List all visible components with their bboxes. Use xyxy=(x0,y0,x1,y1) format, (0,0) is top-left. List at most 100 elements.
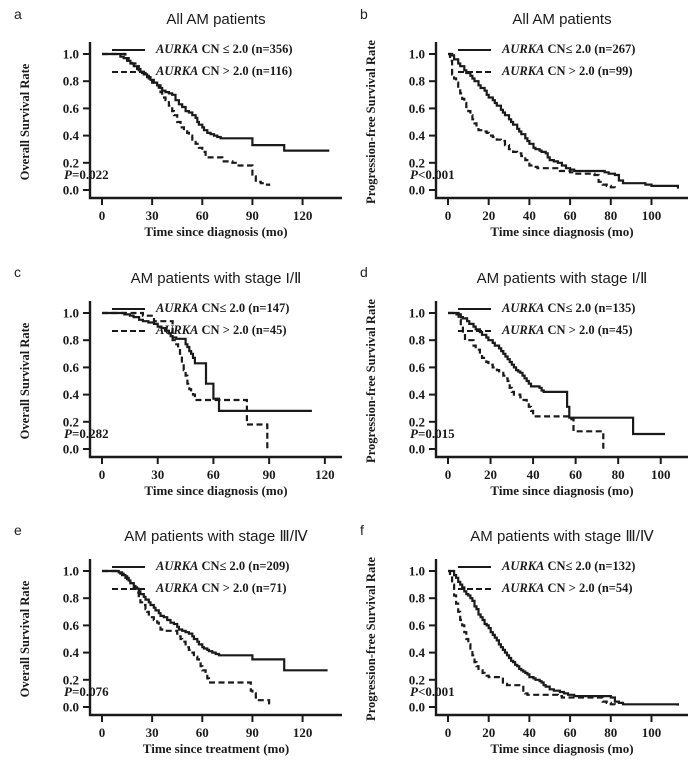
y-tick-label: 0.4 xyxy=(409,387,426,402)
panel-title: All AM patients xyxy=(166,11,266,28)
km-curve-solid xyxy=(102,569,328,672)
panel-letter: d xyxy=(360,264,368,280)
plot-area: 0.0 0.2 0.4 0.6 0.8 1.0 0 30 60 90 120 Overall Sur… xyxy=(10,32,346,246)
x-tick-label: 60 xyxy=(196,725,209,740)
plot-area: 0.0 0.2 0.4 0.6 0.8 1.0 0 20 40 60 80 100 Progressi… xyxy=(356,291,692,505)
plot-area: 0.0 0.2 0.4 0.6 0.8 1.0 0 20 40 60 80 100 Progressi… xyxy=(356,549,692,763)
y-axis-label: Progression-free Survival Rate xyxy=(364,40,378,204)
x-tick-label: 0 xyxy=(99,208,106,223)
y-axis-label: Progression-free Survival Rate xyxy=(364,299,378,463)
axis-spines xyxy=(88,301,342,459)
y-tick-label: 0.4 xyxy=(63,387,80,402)
km-curve-solid xyxy=(448,569,679,706)
legend-label: AURKA CN > 2.0 (n=116) xyxy=(156,64,293,78)
y-axis-label: Overall Survival Rate xyxy=(18,580,32,698)
p-value: P=0.076 xyxy=(64,684,109,699)
solid-line-sample xyxy=(112,565,145,568)
legend-row: AURKA CN≤ 2.0 (n=209) xyxy=(112,559,289,574)
x-tick-label: 0 xyxy=(445,725,452,740)
dashed-line-sample xyxy=(112,587,145,590)
legend-label: AURKA CN≤ 2.0 (n=267) xyxy=(502,42,636,56)
x-tick-label: 80 xyxy=(604,208,617,223)
x-tick-label: 0 xyxy=(445,208,452,223)
solid-line-sample xyxy=(458,565,491,568)
x-tick-label: 0 xyxy=(99,467,106,482)
x-tick-label: 40 xyxy=(527,467,540,482)
panel-letter: f xyxy=(360,522,364,538)
y-tick-label: 1.0 xyxy=(63,47,79,62)
x-tick-label: 100 xyxy=(651,467,671,482)
km-plot: 0.0 0.2 0.4 0.6 0.8 1.0 0 20 40 60 80 100 xyxy=(409,559,688,740)
axis-spines xyxy=(88,559,342,717)
km-curve-dashed xyxy=(448,311,605,449)
km-panel-e: e AM patients with stage Ⅲ/Ⅳ 0.0 0.2 0.4 0.… xyxy=(10,522,346,780)
y-tick-label: 0.2 xyxy=(63,414,79,429)
x-tick-label: 100 xyxy=(642,208,662,223)
legend-label: AURKA CN ≤ 2.0 (n=356) xyxy=(156,42,293,56)
legend-label: AURKA CN > 2.0 (n=45) xyxy=(502,323,633,337)
legend-row: AURKA CN > 2.0 (n=45) xyxy=(458,323,635,338)
y-tick-label: 0.2 xyxy=(63,672,79,687)
x-tick-label: 90 xyxy=(263,467,276,482)
y-tick-label: 0.2 xyxy=(409,155,425,170)
y-tick-label: 1.0 xyxy=(63,306,79,321)
dashed-line-sample xyxy=(112,329,145,332)
panel-letter: a xyxy=(14,6,22,22)
y-tick-label: 0.0 xyxy=(63,183,79,198)
plot-area: 0.0 0.2 0.4 0.6 0.8 1.0 0 20 40 60 80 100 Progressi… xyxy=(356,32,692,246)
axis-spines xyxy=(434,559,688,717)
axis-spines xyxy=(88,42,342,200)
x-axis-label: Time since treatment (mo) xyxy=(142,741,290,756)
legend-row: AURKA CN≤ 2.0 (n=132) xyxy=(458,559,635,574)
y-tick-label: 1.0 xyxy=(409,306,425,321)
dashed-line-sample xyxy=(112,70,145,73)
km-plot: 0.0 0.2 0.4 0.6 0.8 1.0 0 20 40 60 80 100 xyxy=(409,42,688,223)
km-curve-dashed xyxy=(102,52,271,186)
km-curve-solid xyxy=(102,311,312,412)
km-curve-solid xyxy=(448,311,665,436)
legend-label: AURKA CN≤ 2.0 (n=132) xyxy=(502,559,636,573)
x-axis-label: Time since diagnosis (mo) xyxy=(490,483,634,498)
x-tick-label: 120 xyxy=(315,467,335,482)
axis-spines xyxy=(434,301,688,459)
p-value: P<0.001 xyxy=(410,167,455,182)
x-tick-label: 60 xyxy=(564,725,577,740)
km-curve-solid xyxy=(102,52,330,152)
x-tick-label: 90 xyxy=(246,208,259,223)
p-value: P=0.282 xyxy=(64,426,109,441)
y-tick-label: 0.0 xyxy=(409,183,425,198)
x-axis-label: Time since diagnosis (mo) xyxy=(490,741,634,756)
y-tick-label: 0.0 xyxy=(63,700,79,715)
y-tick-label: 0.6 xyxy=(409,101,426,116)
x-tick-label: 20 xyxy=(484,467,497,482)
km-panel-d: d AM patients with stage I/Ⅱ 0.0 0.2 0.4 0.… xyxy=(356,264,692,522)
x-axis-label: Time since diagnosis (mo) xyxy=(144,224,288,239)
dashed-line-sample xyxy=(458,587,491,590)
y-tick-label: 1.0 xyxy=(63,564,79,579)
legend: AURKA CN ≤ 2.0 (n=356) AURKA CN > 2.0 (n… xyxy=(112,42,293,79)
legend-row: AURKA CN > 2.0 (n=71) xyxy=(112,581,289,596)
y-tick-label: 0.0 xyxy=(409,442,425,457)
km-panel-f: f AM patients with stage Ⅲ/Ⅳ 0.0 0.2 0.4 0.… xyxy=(356,522,692,780)
y-tick-label: 0.8 xyxy=(63,333,80,348)
dashed-line-sample xyxy=(458,329,491,332)
y-tick-label: 0.8 xyxy=(409,333,426,348)
y-tick-label: 0.8 xyxy=(63,591,80,606)
km-curve-dashed xyxy=(448,52,616,189)
km-curve-dashed xyxy=(102,569,271,707)
panel-letter: b xyxy=(360,6,368,22)
y-tick-label: 1.0 xyxy=(409,564,425,579)
legend: AURKA CN≤ 2.0 (n=132) AURKA CN > 2.0 (n=… xyxy=(458,559,635,596)
legend-row: AURKA CN > 2.0 (n=116) xyxy=(112,64,293,79)
legend: AURKA CN≤ 2.0 (n=135) AURKA CN > 2.0 (n=… xyxy=(458,301,635,338)
y-axis-label: Progression-free Survival Rate xyxy=(364,557,378,721)
legend-row: AURKA CN≤ 2.0 (n=267) xyxy=(458,42,635,57)
y-tick-label: 0.0 xyxy=(409,700,425,715)
legend: AURKA CN≤ 2.0 (n=147) AURKA CN > 2.0 (n=… xyxy=(112,301,289,338)
solid-line-sample xyxy=(458,48,491,51)
legend-label: AURKA CN≤ 2.0 (n=209) xyxy=(156,559,290,573)
y-tick-label: 0.6 xyxy=(63,360,80,375)
km-curve-solid xyxy=(448,52,679,189)
solid-line-sample xyxy=(112,48,145,51)
legend-label: AURKA CN≤ 2.0 (n=135) xyxy=(502,301,636,315)
